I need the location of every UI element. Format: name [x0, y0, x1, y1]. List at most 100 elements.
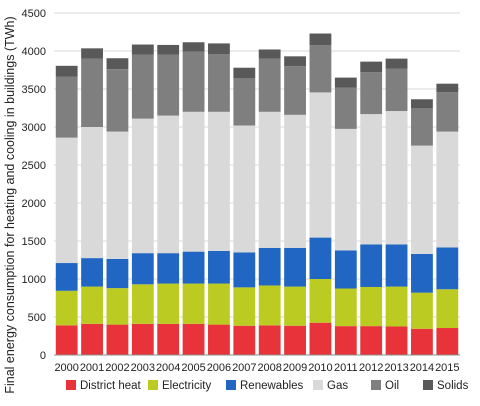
bar-gas-2011 — [334, 128, 357, 251]
bar-district-heat-2011 — [334, 326, 357, 355]
y-tick-label: 3000 — [22, 122, 46, 134]
bars — [55, 33, 459, 355]
legend-swatch — [148, 380, 158, 390]
x-tick-label: 2006 — [207, 362, 231, 374]
legend-swatch — [371, 380, 381, 390]
bar-solids-2002 — [106, 58, 129, 70]
legend-item-district-heat: District heat — [66, 380, 142, 392]
x-tick-label: 2004 — [156, 362, 180, 374]
x-tick-label: 2007 — [232, 362, 256, 374]
legend-item-solids: Solids — [423, 380, 469, 392]
bar-oil-2002 — [106, 69, 129, 132]
bar-district-heat-2009 — [284, 325, 306, 355]
bar-district-heat-2002 — [106, 324, 129, 355]
bar-gas-2001 — [81, 127, 103, 259]
x-tick-label: 2015 — [435, 362, 459, 374]
bar-district-heat-2010 — [309, 322, 332, 355]
bar-district-heat-2007 — [233, 325, 256, 355]
bar-gas-2005 — [182, 111, 205, 252]
y-tick-label: 1500 — [22, 236, 46, 248]
y-tick-label: 1000 — [22, 274, 46, 286]
bar-solids-2000 — [55, 65, 78, 77]
bar-oil-2007 — [233, 78, 256, 126]
bar-solids-2013 — [385, 58, 408, 69]
y-tick-label: 0 — [40, 350, 46, 362]
bar-solids-2015 — [436, 83, 459, 93]
x-tick-label: 2008 — [257, 362, 281, 374]
bar-district-heat-2013 — [385, 326, 408, 355]
bar-electricity-2007 — [233, 287, 256, 326]
bar-solids-2008 — [258, 49, 281, 59]
x-tick-label: 2012 — [359, 362, 383, 374]
bar-oil-2004 — [157, 54, 180, 116]
bar-electricity-2012 — [360, 286, 383, 327]
bar-renewables-2003 — [131, 253, 154, 285]
bar-district-heat-2005 — [182, 323, 205, 355]
legend: District heat Electricity Renewables Gas Oil… — [66, 380, 469, 392]
bar-electricity-2010 — [309, 279, 332, 323]
bar-gas-2009 — [284, 114, 306, 248]
bar-electricity-2002 — [106, 288, 129, 325]
bar-solids-2009 — [284, 56, 306, 67]
bar-solids-2010 — [309, 33, 332, 46]
bar-renewables-2001 — [81, 258, 103, 287]
y-tick-label: 2500 — [22, 160, 46, 172]
bar-renewables-2012 — [360, 244, 383, 287]
bar-renewables-2014 — [411, 253, 433, 293]
x-tick-label: 2011 — [334, 362, 358, 374]
bar-oil-2013 — [385, 68, 408, 112]
bar-district-heat-2012 — [360, 326, 383, 355]
bar-renewables-2006 — [208, 250, 230, 284]
x-tick-label: 2002 — [105, 362, 129, 374]
bar-gas-2015 — [436, 131, 459, 248]
bar-oil-2008 — [258, 58, 281, 112]
bar-renewables-2008 — [258, 247, 281, 286]
y-tick-label: 3500 — [22, 84, 46, 96]
bar-district-heat-2000 — [55, 325, 78, 355]
bar-electricity-2006 — [208, 283, 230, 325]
y-tick-label: 2000 — [22, 198, 46, 210]
bar-oil-2001 — [81, 58, 103, 127]
bar-renewables-2005 — [182, 251, 205, 284]
bar-oil-2011 — [334, 87, 357, 129]
x-tick-label: 2001 — [80, 362, 104, 374]
bar-solids-2014 — [411, 99, 433, 109]
y-tick-label: 500 — [28, 312, 46, 324]
bar-solids-2007 — [233, 67, 256, 79]
bar-electricity-2005 — [182, 283, 205, 324]
bar-gas-2012 — [360, 114, 383, 245]
bar-oil-2005 — [182, 51, 205, 112]
bar-solids-2001 — [81, 48, 103, 59]
legend-label: Solids — [437, 380, 469, 392]
legend-label: Oil — [385, 380, 399, 392]
bar-gas-2013 — [385, 111, 408, 245]
bar-renewables-2002 — [106, 258, 129, 289]
bar-renewables-2009 — [284, 247, 306, 287]
legend-label: District heat — [80, 380, 142, 392]
legend-swatch — [226, 380, 236, 390]
legend-swatch — [423, 380, 433, 390]
y-axis-title: Final energy consumption for heating and… — [3, 16, 17, 393]
bar-renewables-2007 — [233, 252, 256, 288]
bar-renewables-2000 — [55, 263, 78, 291]
bar-district-heat-2004 — [157, 323, 180, 355]
x-tick-label: 2010 — [308, 362, 332, 374]
bar-solids-2006 — [208, 43, 230, 55]
bar-solids-2005 — [182, 42, 205, 52]
legend-label: Gas — [327, 380, 348, 392]
bar-oil-2000 — [55, 76, 78, 138]
bar-electricity-2011 — [334, 288, 357, 327]
bar-solids-2003 — [131, 44, 154, 55]
bar-electricity-2001 — [81, 286, 103, 324]
bar-gas-2014 — [411, 145, 433, 254]
bar-renewables-2015 — [436, 247, 459, 290]
legend-swatch — [313, 380, 323, 390]
bar-district-heat-2001 — [81, 323, 103, 355]
x-tick-label: 2009 — [283, 362, 307, 374]
bar-electricity-2000 — [55, 290, 78, 326]
x-tick-label: 2013 — [384, 362, 408, 374]
bar-renewables-2013 — [385, 244, 408, 287]
bar-solids-2012 — [360, 61, 383, 73]
legend-label: Renewables — [240, 380, 304, 392]
